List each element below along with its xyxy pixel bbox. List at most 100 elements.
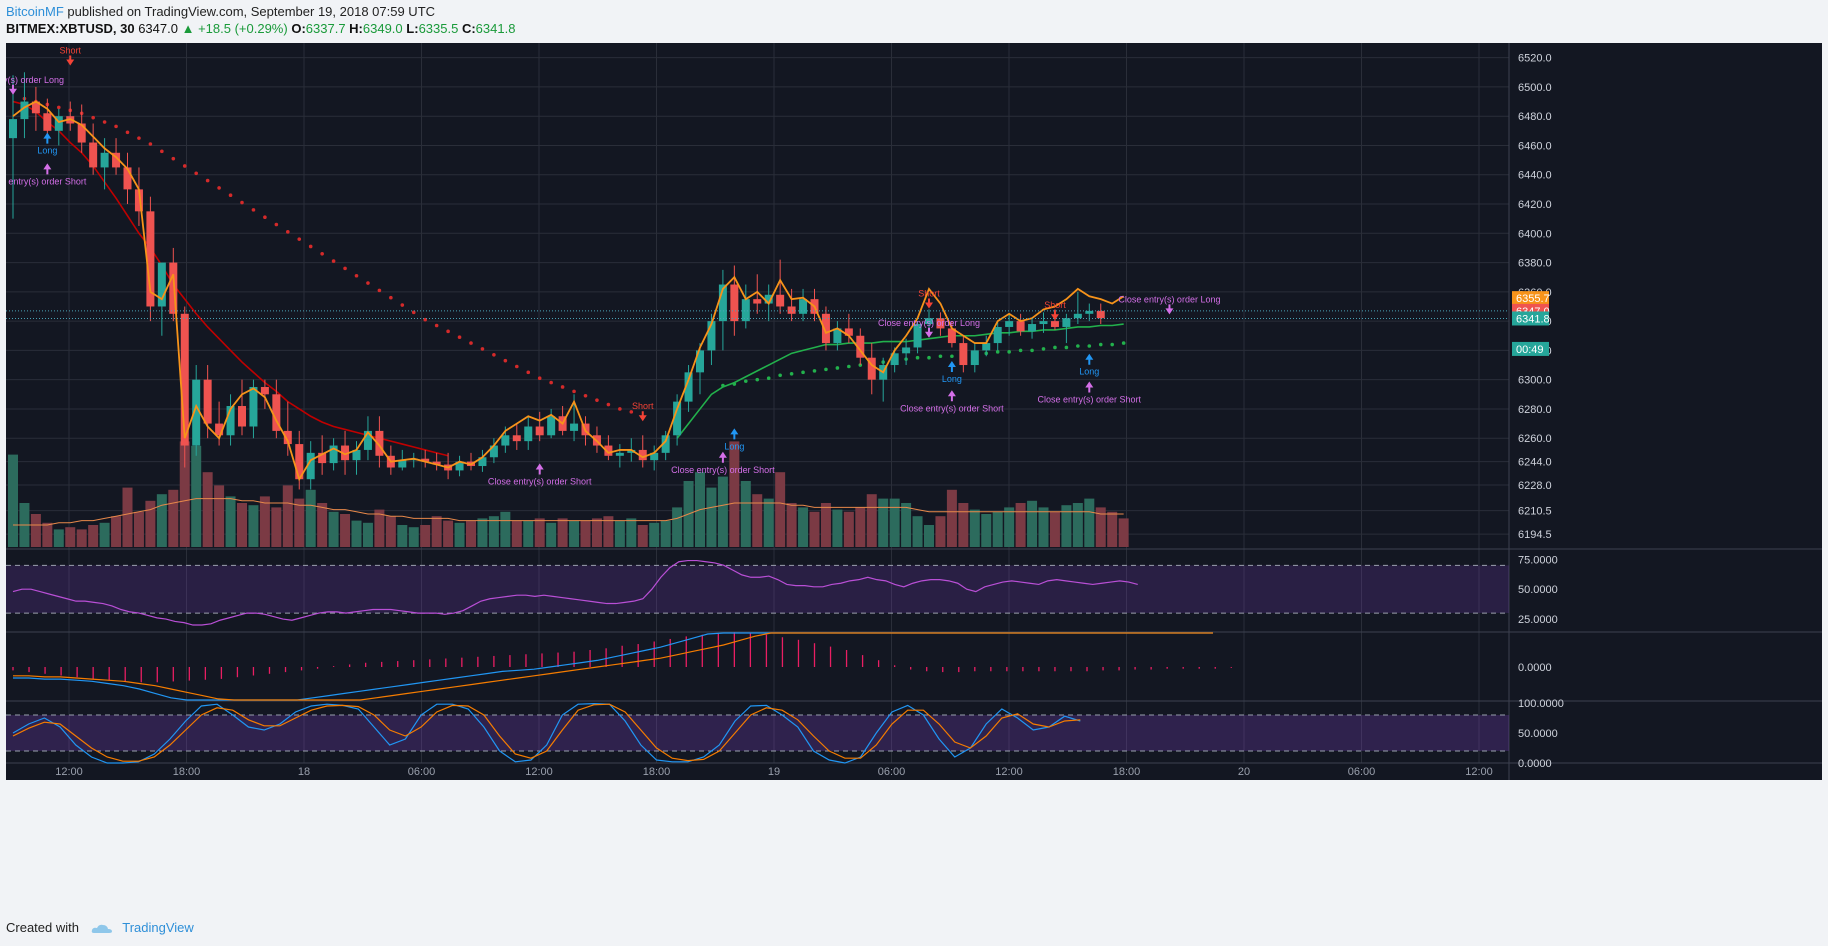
tradingview-brand-link[interactable]: TradingView — [122, 920, 194, 935]
volume-bar — [99, 522, 110, 547]
signal-label: Close entry(s) order Short — [900, 403, 1004, 413]
price-axis-label: 6260.0 — [1518, 433, 1552, 445]
signal-arrow-up — [43, 163, 52, 175]
sar-dot-green — [789, 372, 794, 376]
sar-dot-green — [732, 382, 737, 386]
candle-body — [31, 101, 40, 114]
volume-bar — [202, 472, 213, 547]
candle-body — [570, 423, 579, 431]
sar-dot-red — [194, 171, 198, 176]
sar-dot-red — [537, 376, 542, 381]
signal-label: Long — [37, 146, 57, 156]
candle-body — [215, 423, 224, 436]
signal-label: Close entry(s) order Long — [1118, 294, 1220, 304]
candle-body — [352, 449, 361, 461]
sar-dot-green — [744, 379, 748, 383]
price-axis-label: 6500.0 — [1518, 82, 1552, 94]
volume-bar — [511, 520, 522, 547]
sar-dot-red — [125, 130, 130, 135]
stoch-band — [6, 715, 1509, 751]
sar-dot-green — [812, 369, 817, 373]
sar-dot-green — [801, 370, 805, 375]
volume-bar — [271, 507, 282, 547]
candle-body — [89, 142, 98, 168]
volume-bar — [672, 507, 683, 547]
sar-dot-red — [629, 410, 634, 414]
price-axis-label: 6420.0 — [1518, 199, 1552, 211]
close-value: 6341.8 — [475, 21, 516, 36]
sar-dot-red — [171, 156, 176, 161]
volume-bar — [53, 529, 64, 547]
signal-label: Short — [1044, 300, 1066, 310]
sar-dot-red — [560, 385, 565, 389]
sar-dot-red — [595, 398, 599, 402]
volume-bar — [420, 525, 431, 547]
sar-dot-green — [1076, 344, 1080, 348]
candle-body — [1016, 321, 1025, 332]
volume-bar — [832, 509, 843, 547]
volume-bar — [969, 509, 980, 547]
candle-body — [1039, 321, 1048, 325]
rsi-axis-label: 50.0000 — [1518, 584, 1558, 596]
price-badge — [1512, 341, 1549, 356]
sar-dot-red — [583, 393, 588, 398]
author-link[interactable]: BitcoinMF — [6, 4, 64, 19]
sar-dot-green — [1087, 344, 1092, 348]
candle-body — [180, 313, 189, 446]
candle-body — [306, 452, 315, 480]
candle-body — [913, 324, 922, 348]
signal-arrow-up — [947, 390, 956, 402]
sar-dot-red — [205, 178, 210, 183]
candle-body — [902, 347, 911, 354]
candle-body — [764, 294, 773, 304]
candle-body — [970, 350, 979, 366]
candle-body — [134, 189, 143, 212]
sar-dot-red — [377, 288, 382, 293]
volume-bar — [351, 520, 362, 547]
candle-body — [489, 445, 498, 458]
price-axis-label: 6460.0 — [1518, 140, 1552, 152]
signal-label: entry(s) order Short — [8, 176, 87, 186]
volume-bar — [1027, 500, 1038, 547]
candle-body — [329, 445, 338, 464]
sar-dot-green — [766, 376, 771, 381]
price-axis-label: 6480.0 — [1518, 111, 1552, 123]
volume-bar — [809, 511, 820, 547]
candle-body — [1050, 321, 1059, 327]
volume-bar — [1095, 507, 1106, 547]
stoch-axis-label: 100.0000 — [1518, 698, 1564, 710]
candle-body — [146, 211, 155, 307]
price-axis-label: 6400.0 — [1518, 228, 1552, 240]
volume-bar — [294, 498, 305, 547]
candle-body — [684, 372, 693, 402]
candle-body — [169, 262, 178, 314]
signal-label: Long — [942, 374, 962, 384]
candle-body — [112, 152, 121, 168]
candle-body — [821, 313, 830, 344]
signal-arrow-up — [43, 132, 52, 144]
sar-dot-red — [366, 281, 370, 285]
sar-dot-green — [927, 355, 931, 360]
stoch-d-line — [12, 703, 1081, 762]
price-badge-text: 6355.7 — [1516, 293, 1550, 305]
signal-arrow-down — [925, 327, 933, 338]
price-change: ▲ +18.5 (+0.29%) — [181, 21, 288, 36]
sar-dot-green — [835, 366, 840, 370]
signal-arrow-down — [638, 411, 647, 422]
rsi-line — [12, 559, 1138, 626]
sar-dot-red — [286, 230, 290, 234]
candle-body — [993, 326, 1002, 344]
sar-dot-red — [217, 186, 221, 190]
green-moving-average-line — [676, 323, 1124, 439]
signal-label: Long — [1079, 367, 1099, 377]
volume-bar — [1072, 503, 1083, 547]
time-axis-label: 06:00 — [408, 766, 436, 778]
trading-chart[interactable]: 12:00 18:00 18 06:00 12:00 18:00 19 06:00 12:00 1… — [6, 43, 1822, 915]
sar-dot-green — [778, 373, 782, 378]
time-axis-label: 06:00 — [878, 766, 906, 778]
candle-body — [226, 406, 235, 436]
price-badge — [1512, 311, 1549, 326]
sar-dot-red — [114, 124, 118, 129]
candle-body — [54, 116, 63, 131]
candle-body — [627, 449, 636, 453]
